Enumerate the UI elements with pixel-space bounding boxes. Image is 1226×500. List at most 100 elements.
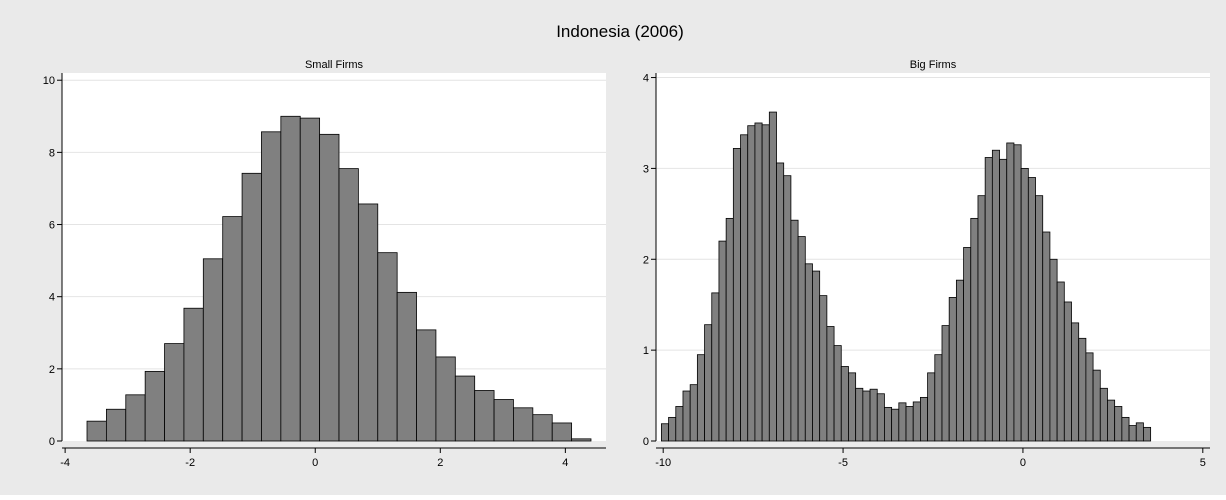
big-firms-x-tick-label: -5	[838, 457, 848, 469]
big-firms-x-tick-label: 0	[1020, 457, 1026, 469]
big-firms-bar	[725, 217, 734, 442]
small-firms-bar	[241, 172, 262, 442]
big-firms-bar	[920, 396, 928, 442]
big-firms-bar	[826, 326, 835, 442]
big-firms-bar	[1020, 168, 1029, 442]
small-firms-x-tick-label: 2	[437, 457, 443, 469]
big-firms-bar	[790, 219, 799, 442]
big-firms-bar	[747, 125, 756, 442]
big-firms-bar	[840, 366, 849, 442]
small-firms-bar	[357, 203, 379, 442]
small-firms-bar	[571, 438, 592, 442]
big-firms-bar	[977, 195, 986, 442]
big-firms-bar	[661, 423, 669, 442]
small-firms-bar	[144, 370, 165, 442]
big-firms-bar	[740, 134, 749, 442]
big-firms-bar	[1135, 422, 1144, 442]
big-firms-bar	[732, 148, 741, 442]
small-firms-bar	[435, 356, 456, 442]
small-firms-x-tick-label: -4	[60, 457, 70, 469]
big-firms-bar	[884, 406, 893, 442]
big-firms-bar	[1056, 281, 1065, 442]
figure-title: Indonesia (2006)	[556, 22, 684, 41]
small-firms-bar	[377, 252, 398, 442]
big-firms-bar	[682, 390, 691, 442]
big-firms-bar	[696, 354, 705, 442]
big-firms-bar	[689, 384, 698, 442]
small-firms-bar	[319, 133, 340, 442]
big-firms-bar	[963, 247, 972, 442]
big-firms-bar	[833, 345, 842, 442]
big-firms-bar	[1027, 177, 1036, 442]
big-firms-bar	[783, 175, 792, 442]
big-firms-bar	[898, 402, 907, 442]
big-firms-bar	[668, 416, 677, 442]
big-firms-bar	[912, 401, 921, 442]
big-firms-bar	[927, 372, 936, 442]
big-firms-bar	[718, 240, 727, 442]
big-firms-x-tick-label: 5	[1200, 457, 1206, 469]
big-firms-bar	[804, 263, 813, 442]
small-firms-bar	[493, 399, 514, 442]
big-firms-bar	[948, 297, 957, 442]
big-firms-bar	[1085, 352, 1094, 442]
big-firms-bar	[1035, 195, 1044, 442]
big-firms-bar	[855, 387, 864, 442]
small-firms-y-tick-label: 6	[49, 220, 55, 232]
small-firms-x-tick-label: -2	[185, 457, 195, 469]
big-firms-bar	[761, 124, 770, 442]
big-firms-y-tick-label: 2	[643, 254, 649, 266]
big-firms-bar	[1006, 142, 1015, 442]
small-firms-x-tick-label: 4	[562, 457, 568, 469]
big-firms-bar	[862, 390, 871, 442]
big-firms-bar	[905, 406, 914, 442]
small-firms-bar	[396, 291, 417, 442]
big-firms-bar	[711, 292, 720, 442]
big-firms-bar	[1071, 322, 1080, 442]
big-firms-bar	[776, 162, 785, 442]
big-firms-bar	[1107, 399, 1116, 442]
small-firms-bar	[183, 307, 204, 442]
small-firms-x-tick-label: 0	[312, 457, 318, 469]
big-firms-bar	[1013, 144, 1022, 442]
big-firms-bar	[941, 325, 950, 442]
big-firms-y-tick-label: 0	[643, 436, 649, 448]
big-firms-bar	[812, 270, 821, 442]
big-firms-bar	[891, 408, 900, 442]
big-firms-bar	[934, 354, 943, 442]
small-firms-bar	[106, 408, 127, 442]
big-firms-bar	[955, 279, 964, 442]
big-firms-bar	[1128, 425, 1137, 442]
big-firms-panel: 0 1 2 3 4 -10 -5 0 5 Big Firms	[643, 59, 1210, 469]
big-firms-title: Big Firms	[910, 59, 957, 71]
big-firms-bar	[1114, 406, 1123, 442]
big-firms-bar	[754, 122, 763, 442]
small-firms-bar	[125, 394, 146, 442]
big-firms-bar	[999, 158, 1008, 442]
small-firms-bar	[338, 168, 359, 442]
big-firms-y-tick-label: 1	[643, 345, 649, 357]
big-firms-bar	[819, 295, 828, 442]
small-firms-y-tick-label: 2	[49, 364, 55, 376]
small-firms-title: Small Firms	[305, 59, 364, 71]
small-firms-y-tick-label: 8	[49, 147, 55, 159]
big-firms-bar	[768, 111, 777, 442]
small-firms-bar	[280, 115, 301, 442]
small-firms-bar	[551, 422, 573, 442]
small-firms-bar	[474, 390, 495, 442]
big-firms-bar	[1099, 387, 1108, 442]
big-firms-bar	[704, 324, 713, 442]
small-firms-bar	[86, 420, 107, 442]
small-firms-panel: 0 2 4 6 8 10 -4 -2 0 2 4 Small Firms	[43, 59, 606, 469]
small-firms-y-tick-label: 0	[49, 436, 55, 448]
big-firms-bar	[797, 236, 806, 442]
small-firms-bar	[416, 329, 437, 442]
big-firms-bar	[1063, 301, 1072, 442]
big-firms-bar	[876, 393, 885, 442]
small-firms-bar	[164, 343, 185, 442]
small-firms-bar	[532, 414, 553, 442]
small-firms-bar	[222, 216, 243, 442]
small-firms-bar	[513, 407, 534, 442]
